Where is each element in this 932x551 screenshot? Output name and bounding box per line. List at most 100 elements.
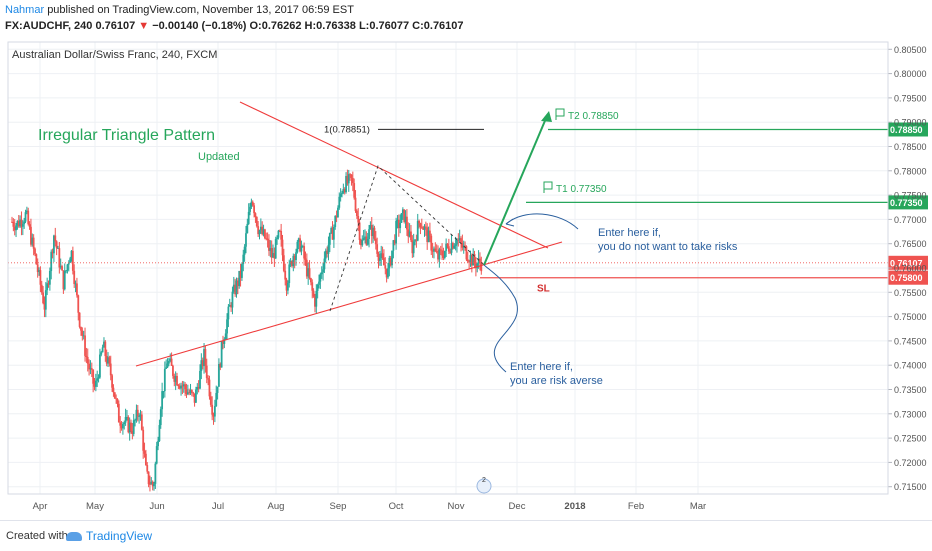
candle-body	[406, 216, 408, 230]
candle-body	[111, 375, 113, 388]
candle-body	[397, 219, 400, 229]
ohlc-values: O:0.76262 H:0.76338 L:0.76077 C:0.76107	[249, 20, 464, 32]
candle-body	[479, 258, 481, 264]
breakout-arrow-line	[483, 115, 548, 266]
candle-body	[373, 227, 376, 239]
event-marker-count: 2	[482, 477, 486, 484]
candle-body	[469, 254, 472, 263]
candle-body	[407, 229, 410, 237]
candle-body	[429, 230, 431, 236]
y-tick-label: 0.76000	[894, 264, 927, 274]
candle-body	[90, 368, 93, 370]
tradingview-logo[interactable]: TradingView	[66, 529, 152, 543]
candle-body	[242, 254, 245, 265]
candle-body	[447, 246, 450, 252]
candle-body	[162, 390, 165, 392]
candle-body	[107, 357, 109, 364]
candle-body	[415, 239, 418, 241]
candle-body	[339, 194, 342, 197]
candle-body	[249, 206, 251, 212]
candle-body	[265, 238, 268, 240]
price-chart[interactable]: 0.7610702:00:440.788500.773500.75800SL1(…	[0, 36, 932, 520]
candle-body	[38, 270, 40, 273]
candle-body	[62, 270, 65, 290]
candle-body	[77, 295, 80, 313]
note1-line2: you do not want to take risks	[598, 241, 738, 253]
x-tick-label: Jun	[149, 501, 164, 512]
y-tick-label: 0.80000	[894, 69, 927, 79]
candle-body	[153, 483, 155, 487]
y-tick-label: 0.77000	[894, 215, 927, 225]
candle-body	[61, 266, 63, 271]
candle-body	[427, 230, 430, 243]
candle-body	[154, 463, 157, 484]
candle-body	[423, 226, 426, 230]
candle-body	[185, 389, 188, 395]
candle-body	[374, 238, 377, 245]
candle-body	[200, 360, 203, 371]
candle-body	[338, 196, 341, 208]
candle-body	[420, 226, 423, 228]
candle-body	[40, 284, 43, 293]
candle-body	[300, 246, 303, 252]
y-tick-label: 0.73500	[894, 385, 927, 395]
candle-body	[84, 335, 86, 356]
t2-label: T2 0.78850	[568, 111, 619, 122]
candle-body	[284, 270, 287, 280]
candle-body	[155, 446, 158, 464]
candle-body	[39, 270, 42, 285]
candle-body	[354, 197, 357, 211]
candlesticks	[11, 169, 483, 492]
candle-body	[342, 189, 345, 193]
x-tick-label: Dec	[509, 501, 526, 512]
candle-body	[167, 361, 170, 364]
candle-body	[470, 254, 473, 266]
candle-body	[278, 230, 281, 232]
candle-body	[226, 319, 228, 334]
candle-body	[188, 392, 191, 394]
candle-body	[472, 254, 475, 266]
y-tick-label: 0.75000	[894, 312, 927, 322]
candle-body	[172, 365, 174, 376]
candle-body	[262, 229, 265, 235]
candle-body	[246, 223, 249, 234]
t2-price-label: 0.78850	[890, 125, 923, 135]
candle-body	[466, 259, 469, 262]
candle-body	[57, 248, 59, 249]
candle-body	[251, 201, 254, 206]
candle-body	[259, 226, 262, 231]
candle-body	[403, 209, 406, 222]
candle-body	[117, 403, 120, 423]
candle-body	[140, 414, 143, 430]
candle-body	[324, 250, 327, 259]
candle-body	[384, 265, 387, 269]
candle-body	[414, 239, 416, 242]
candle-body	[50, 251, 53, 271]
candle-body	[349, 174, 352, 175]
candle-body	[230, 304, 232, 308]
candle-body	[135, 409, 138, 420]
candle-body	[410, 231, 412, 241]
candle-body	[368, 229, 370, 239]
candle-body	[43, 303, 46, 310]
candle-body	[426, 227, 429, 243]
candle-body	[445, 243, 448, 251]
candle-body	[404, 216, 407, 222]
candle-body	[132, 420, 135, 434]
candle-body	[387, 268, 389, 278]
candle-body	[85, 355, 88, 358]
candle-body	[213, 406, 216, 417]
candle-body	[392, 240, 395, 251]
candle-body	[173, 375, 176, 382]
candle-body	[408, 231, 411, 237]
candle-body	[357, 216, 360, 223]
candle-body	[261, 226, 264, 235]
y-tick-label: 0.74000	[894, 361, 927, 371]
candle-body	[385, 268, 388, 278]
x-tick-label: 2018	[564, 501, 585, 512]
candle-body	[215, 392, 218, 407]
author-link[interactable]: Nahmar	[5, 4, 45, 16]
candle-body	[439, 249, 442, 251]
callout-curve-2	[483, 264, 518, 373]
candle-body	[143, 450, 146, 454]
